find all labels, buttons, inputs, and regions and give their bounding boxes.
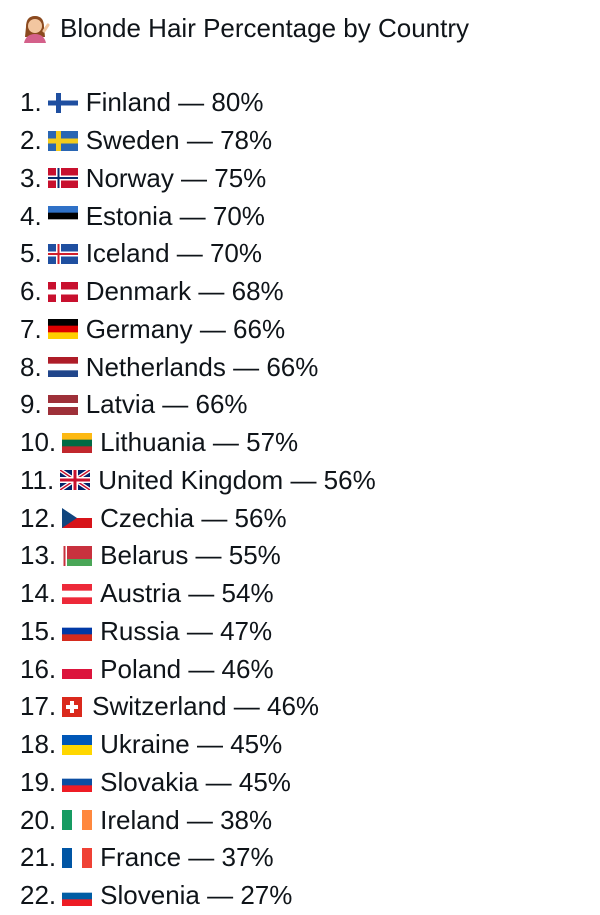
rank: 18. (20, 729, 57, 760)
country-entry: France — 37% (100, 842, 274, 873)
rank: 4. (20, 200, 42, 231)
country-entry: Austria — 54% (100, 578, 274, 609)
list-row: 22. Slovenia — 27% (20, 877, 376, 915)
list-row: 19. Slovakia — 45% (20, 764, 376, 802)
flag-icon (62, 772, 93, 793)
flag-icon (47, 130, 78, 151)
flag-icon (47, 357, 78, 378)
country-entry: Finland — 80% (85, 87, 264, 118)
list-row: 1. Finland — 80% (20, 84, 376, 122)
rank: 16. (20, 653, 57, 684)
rank: 8. (20, 351, 42, 382)
country-entry: Iceland — 70% (85, 238, 263, 269)
country-entry: Slovakia — 45% (100, 766, 291, 797)
country-entry: Czechia — 56% (100, 502, 287, 533)
rank: 12. (20, 502, 57, 533)
list-row: 12. Czechia — 56% (20, 499, 376, 537)
country-entry: Switzerland — 46% (92, 691, 320, 722)
flag-icon (62, 734, 93, 755)
country-entry: Denmark — 68% (85, 276, 284, 307)
flag-icon (60, 470, 91, 491)
flag-icon (62, 508, 93, 529)
rank: 3. (20, 162, 42, 193)
country-entry: Poland — 46% (100, 653, 274, 684)
list-row: 6. Denmark — 68% (20, 273, 376, 311)
country-entry: Sweden — 78% (85, 125, 273, 156)
list-row: 14. Austria — 54% (20, 575, 376, 613)
rank: 22. (20, 880, 57, 911)
list-row: 18. Ukraine — 45% (20, 726, 376, 764)
rank: 10. (20, 427, 57, 458)
country-entry: Germany — 66% (85, 313, 286, 344)
flag-icon (62, 847, 93, 868)
country-entry: Ukraine — 45% (100, 729, 283, 760)
country-entry: United Kingdom — 56% (98, 464, 376, 495)
flag-icon (62, 432, 93, 453)
header: Blonde Hair Percentage by Country (20, 10, 469, 46)
rank: 7. (20, 313, 42, 344)
emoji-icon (24, 16, 50, 43)
flag-icon (62, 659, 93, 680)
country-entry: Latvia — 66% (85, 389, 248, 420)
flag-icon (47, 319, 78, 340)
rank: 20. (20, 804, 57, 835)
list-row: 8. Netherlands — 66% (20, 348, 376, 386)
list-row: 13. Belarus — 55% (20, 537, 376, 575)
rank: 17. (20, 691, 57, 722)
flag-icon (62, 810, 93, 831)
list-row: 10. Lithuania — 57% (20, 424, 376, 462)
flag-icon (47, 206, 78, 227)
flag-icon (62, 545, 93, 566)
flag-icon (62, 583, 93, 604)
rank: 13. (20, 540, 57, 571)
list-row: 7. Germany — 66% (20, 311, 376, 349)
flag-icon (47, 168, 78, 189)
list-row: 16. Poland — 46% (20, 650, 376, 688)
list-row: 15. Russia — 47% (20, 613, 376, 651)
rank: 5. (20, 238, 42, 269)
rank: 2. (20, 125, 42, 156)
rank: 1. (20, 87, 42, 118)
country-entry: Estonia — 70% (85, 200, 265, 231)
flag-icon (47, 92, 78, 113)
list-row: 9. Latvia — 66% (20, 386, 376, 424)
list-row: 5. Iceland — 70% (20, 235, 376, 273)
list-row: 4. Estonia — 70% (20, 197, 376, 235)
list-row: 11. United Kingdom — 56% (20, 462, 376, 500)
rank: 6. (20, 276, 42, 307)
flag-icon (47, 281, 78, 302)
rank: 11. (20, 464, 55, 495)
country-entry: Lithuania — 57% (100, 427, 299, 458)
rank: 15. (20, 615, 57, 646)
country-entry: Netherlands — 66% (85, 351, 319, 382)
rank: 19. (20, 766, 57, 797)
country-entry: Norway — 75% (85, 162, 267, 193)
country-entry: Ireland — 38% (100, 804, 273, 835)
country-entry: Belarus — 55% (100, 540, 281, 571)
title: Blonde Hair Percentage by Country (60, 12, 470, 43)
rank: 9. (20, 389, 42, 420)
list-row: 2. Sweden — 78% (20, 122, 376, 160)
list-row: 3. Norway — 75% (20, 160, 376, 198)
flag-icon (62, 621, 93, 642)
list-row: 21. France — 37% (20, 839, 376, 877)
country-list: 1. Finland — 80% 2. Sweden — 78% 3. Norway — … (20, 84, 376, 915)
flag-icon (47, 243, 78, 264)
list-row: 20. Ireland — 38% (20, 801, 376, 839)
list-row: 17. Switzerland — 46% (20, 688, 376, 726)
flag-icon (47, 394, 78, 415)
flag-icon (62, 885, 93, 906)
country-entry: Slovenia — 27% (100, 880, 293, 911)
country-entry: Russia — 47% (100, 615, 273, 646)
flag-icon (62, 696, 83, 717)
rank: 14. (20, 578, 57, 609)
rank: 21. (20, 842, 57, 873)
